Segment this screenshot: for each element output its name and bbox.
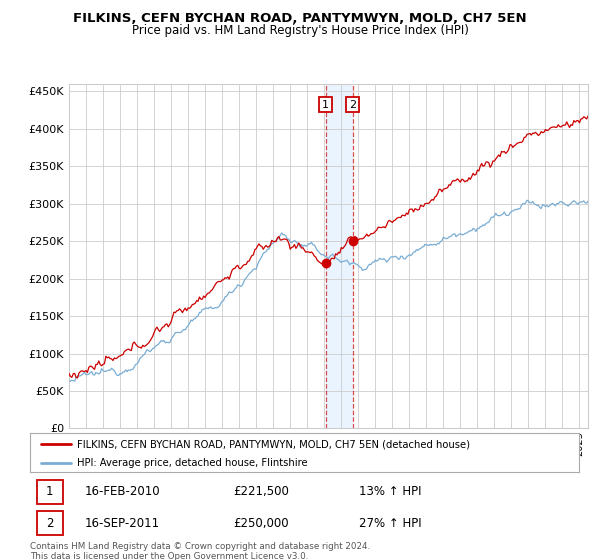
Text: 2: 2: [46, 517, 53, 530]
Text: FILKINS, CEFN BYCHAN ROAD, PANTYMWYN, MOLD, CH7 5EN: FILKINS, CEFN BYCHAN ROAD, PANTYMWYN, MO…: [73, 12, 527, 25]
FancyBboxPatch shape: [37, 480, 63, 504]
Text: 16-FEB-2010: 16-FEB-2010: [85, 486, 161, 498]
FancyBboxPatch shape: [37, 511, 63, 535]
Text: 1: 1: [322, 100, 329, 110]
Text: Price paid vs. HM Land Registry's House Price Index (HPI): Price paid vs. HM Land Registry's House …: [131, 24, 469, 36]
Text: 27% ↑ HPI: 27% ↑ HPI: [359, 517, 422, 530]
Text: 16-SEP-2011: 16-SEP-2011: [85, 517, 160, 530]
Text: HPI: Average price, detached house, Flintshire: HPI: Average price, detached house, Flin…: [77, 458, 307, 468]
Text: 1: 1: [46, 486, 53, 498]
Text: FILKINS, CEFN BYCHAN ROAD, PANTYMWYN, MOLD, CH7 5EN (detached house): FILKINS, CEFN BYCHAN ROAD, PANTYMWYN, MO…: [77, 439, 470, 449]
Text: 13% ↑ HPI: 13% ↑ HPI: [359, 486, 422, 498]
Text: £221,500: £221,500: [233, 486, 289, 498]
Text: 2: 2: [349, 100, 356, 110]
Bar: [326, 84, 353, 428]
Text: £250,000: £250,000: [233, 517, 289, 530]
Text: Contains HM Land Registry data © Crown copyright and database right 2024.
This d: Contains HM Land Registry data © Crown c…: [30, 542, 370, 560]
